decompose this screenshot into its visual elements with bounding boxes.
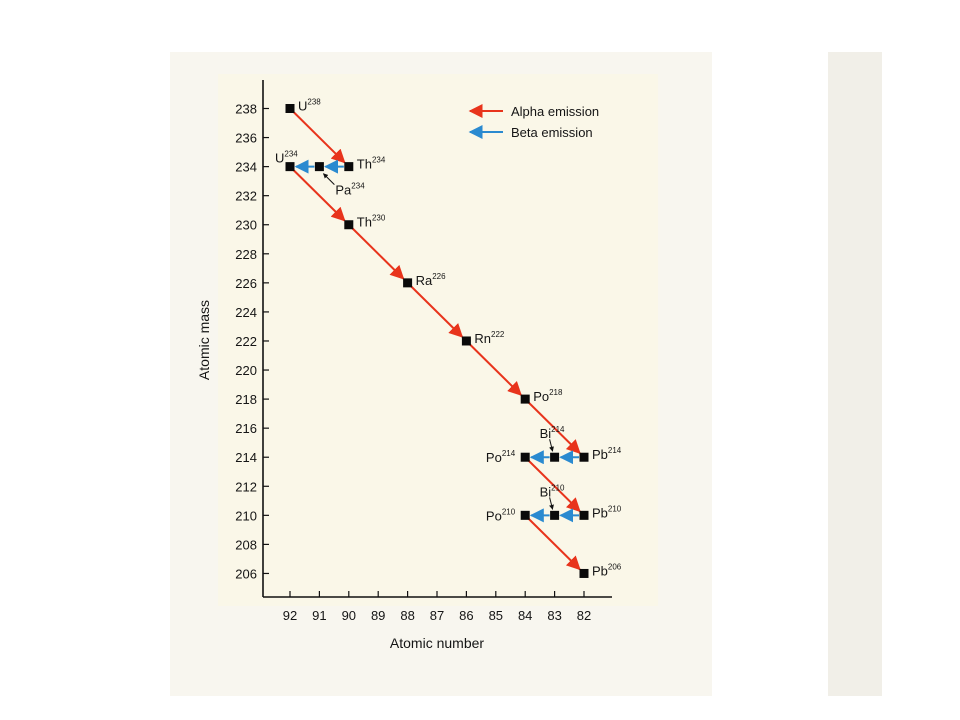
isotope-label-pb-210: Pb210 (592, 504, 622, 520)
isotope-point-u-234 (285, 162, 295, 172)
alpha-emission-arrow (528, 518, 581, 571)
isotope-point-pb-210 (579, 510, 589, 520)
alpha-emission-arrow (351, 227, 405, 280)
y-tick-label: 208 (235, 537, 257, 552)
x-tick-label: 87 (430, 608, 444, 623)
alpha-emission-arrow (528, 401, 581, 454)
isotope-label-u-234: U234 (275, 150, 298, 166)
alpha-emission-arrow (410, 285, 464, 338)
isotope-label-bi-214: Bi214 (540, 425, 565, 441)
y-tick-label: 214 (235, 450, 257, 465)
isotope-point-po-210 (520, 510, 530, 520)
isotope-point-bi-210 (550, 510, 560, 520)
isotope-label-po-214: Po214 (486, 449, 516, 465)
x-tick-label: 86 (459, 608, 473, 623)
isotope-label-pb-214: Pb214 (592, 446, 622, 462)
bi210-pointer (549, 497, 554, 510)
isotope-points (285, 104, 589, 578)
alpha-emission-arrow (292, 169, 346, 222)
legend-beta-label: Beta emission (511, 125, 593, 140)
y-tick-label: 226 (235, 276, 257, 291)
isotope-point-bi-214 (550, 452, 560, 462)
isotope-point-rn-222 (461, 336, 471, 346)
isotope-label-po-210: Po210 (486, 507, 516, 523)
pa234-pointer (323, 173, 335, 185)
isotope-label-po-218: Po218 (533, 388, 563, 404)
y-tick-label: 212 (235, 479, 257, 494)
isotope-label-th-234: Th234 (357, 156, 386, 172)
alpha-emission-arrow (528, 460, 581, 513)
legend-alpha-label: Alpha emission (511, 104, 599, 119)
x-tick-label: 83 (547, 608, 561, 623)
y-tick-label: 220 (235, 363, 257, 378)
y-tick-label: 232 (235, 189, 257, 204)
isotope-point-pb-214 (579, 452, 589, 462)
y-tick-label: 238 (235, 102, 257, 117)
isotope-label-u-238: U238 (298, 98, 321, 114)
isotope-label-pb-206: Pb206 (592, 562, 622, 578)
bi214-pointer (549, 439, 554, 452)
x-tick-label: 88 (400, 608, 414, 623)
x-axis-title: Atomic number (390, 635, 484, 651)
y-tick-label: 228 (235, 247, 257, 262)
y-tick-label: 210 (235, 508, 257, 523)
y-tick-label: 218 (235, 392, 257, 407)
isotope-point-pb-206 (579, 568, 589, 578)
x-tick-label: 82 (577, 608, 591, 623)
isotope-point-ra-226 (403, 278, 413, 288)
alpha-emission-arrow (469, 343, 522, 396)
x-tick-label: 91 (312, 608, 326, 623)
y-tick-label: 222 (235, 334, 257, 349)
axes: 238 236 234 232 230 228 226 224 222 220 218 216 214 2… (235, 80, 612, 623)
x-tick-label: 89 (371, 608, 385, 623)
scan-edge-tint (828, 52, 882, 696)
isotope-label-th-230: Th230 (357, 214, 386, 230)
isotope-label-ra-226: Ra226 (416, 272, 447, 288)
y-axis-title: Atomic mass (196, 300, 212, 380)
alpha-emission-arrow (292, 111, 346, 164)
isotope-point-pa-234 (314, 162, 324, 172)
y-tick-label: 234 (235, 160, 257, 175)
isotope-point-po-218 (520, 394, 530, 404)
y-tick-label: 206 (235, 566, 257, 581)
x-tick-label: 84 (518, 608, 532, 623)
isotope-point-po-214 (520, 452, 530, 462)
y-tick-label: 230 (235, 218, 257, 233)
y-tick-label: 224 (235, 305, 257, 320)
isotope-label-rn-222: Rn222 (474, 330, 505, 346)
isotope-labels: U238 Th234 Pa234 U234 Th230 Ra226 Rn222 Po218 Pb… (275, 98, 622, 579)
isotope-point-th-230 (344, 220, 354, 230)
x-tick-label: 92 (283, 608, 297, 623)
decay-arrows (292, 111, 581, 571)
legend: Alpha emission Beta emission (468, 104, 599, 140)
isotope-point-th-234 (344, 162, 354, 172)
y-tick-label: 236 (235, 131, 257, 146)
x-tick-label: 90 (342, 608, 356, 623)
x-tick-label: 85 (489, 608, 503, 623)
isotope-label-bi-210: Bi210 (540, 483, 565, 499)
isotope-label-pa-234: Pa234 (335, 182, 365, 198)
y-tick-label: 216 (235, 421, 257, 436)
isotope-point-u-238 (285, 104, 295, 113)
